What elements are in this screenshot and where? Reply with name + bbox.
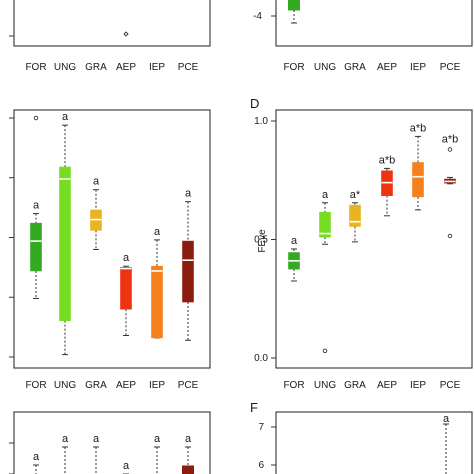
panel-c-significance-for: a [33, 200, 40, 212]
panel-c-frame [13, 109, 211, 369]
panel-c-x-tick-label-aep: AEP [116, 380, 136, 391]
panel-a-x-tick-label-pce: PCE [178, 62, 199, 73]
panel-e-significance-aep: a [123, 460, 130, 472]
panel-a-x-tick-label-iep: IEP [149, 62, 165, 73]
panel-c-significance-ung: a [62, 111, 69, 123]
panel-f-significance: a [443, 413, 450, 425]
panel-f-frame [275, 411, 473, 474]
panel-c-significance-gra: a [93, 176, 100, 188]
panel-a-frame [13, 0, 211, 47]
panel-c-x-tick-label-for: FOR [25, 380, 46, 391]
panel-d-significance-for: a [291, 235, 298, 247]
panel-c-x-tick-label-gra: GRA [85, 380, 107, 391]
panel-e-significance-gra: a [93, 433, 100, 445]
panel-f-y-tick-label-7: 7 [258, 422, 264, 433]
panel-c-ung-box [59, 166, 71, 321]
panel-c-outlier-for [33, 115, 39, 121]
panel-d-y-axis-label: FEve [257, 229, 268, 253]
panel-b-x-tick-label-aep: AEP [377, 62, 397, 73]
panel-c-for-box [30, 222, 42, 272]
panel-a-x-tick-label-gra: GRA [85, 62, 107, 73]
panel-d-outlier-ung-0 [322, 348, 328, 354]
panel-c-iep-box [151, 265, 163, 339]
panel-d-significance-ung: a [322, 189, 329, 201]
panel-c-significance-iep: a [154, 226, 161, 238]
panel-d-y-tick-label: 0.0 [254, 353, 268, 364]
panel-d-x-tick-label-for: FOR [283, 380, 304, 391]
panel-c-aep-box [120, 267, 132, 310]
panel-f-y-tick-label-6: 6 [258, 460, 264, 471]
panel-d-x-tick-label-ung: UNG [314, 380, 336, 391]
panel-e-significance-ung: a [62, 433, 69, 445]
panel-a-outlier-aep [123, 31, 129, 37]
panel-b-x-tick-label-gra: GRA [344, 62, 366, 73]
panel-c-x-tick-label-ung: UNG [54, 380, 76, 391]
panel-d-y-tick-label: 0.5 [254, 235, 268, 246]
panel-b-for-box [288, 0, 300, 11]
panel-d-frame [275, 109, 473, 369]
panel-d-label: D [250, 96, 259, 111]
panel-b-x-tick-label-iep: IEP [410, 62, 426, 73]
panel-e-significance-iep: a [154, 433, 161, 445]
panel-d-significance-iep: a*b [410, 122, 427, 134]
panel-e-significance-for: a [33, 451, 40, 463]
panel-b-x-tick-label-pce: PCE [440, 62, 461, 73]
panel-f-label: F [250, 400, 258, 415]
panel-d-x-tick-label-pce: PCE [440, 380, 461, 391]
panel-b-frame [275, 0, 473, 47]
panel-d-outlier-pce-1 [447, 147, 453, 152]
panel-d-x-tick-label-gra: GRA [344, 380, 366, 391]
panel-d-ung-box [319, 211, 331, 238]
panel-d-x-tick-label-iep: IEP [410, 380, 426, 391]
panel-d-significance-aep: a*b [379, 154, 396, 166]
panel-e-significance-pce: a [185, 433, 192, 445]
panel-c-pce-box [182, 240, 194, 303]
panel-d-x-tick-label-aep: AEP [377, 380, 397, 391]
panel-c-x-tick-label-iep: IEP [149, 380, 165, 391]
panel-c-significance-aep: a [123, 252, 130, 264]
panel-c-significance-pce: a [185, 188, 192, 200]
panel-d-significance-gra: a* [350, 189, 361, 201]
panel-b-y-tick-label: -4 [253, 11, 262, 22]
panel-a-x-tick-label-for: FOR [25, 62, 46, 73]
panel-a-x-tick-label-ung: UNG [54, 62, 76, 73]
panel-d-outlier-pce-2 [447, 233, 453, 239]
panel-d-significance-pce: a*b [442, 133, 459, 145]
panel-d-gra-box [349, 204, 361, 227]
panel-a-x-tick-label-aep: AEP [116, 62, 136, 73]
panel-b-x-tick-label-for: FOR [283, 62, 304, 73]
panel-e-pce-box [182, 465, 194, 474]
chart-marks: a a a a a a FOR UNG GRA AEP IEP PCE a a a* a*b a*b a*b 0.0… [9, 0, 461, 474]
panel-e-frame [13, 411, 211, 474]
panel-b-x-tick-label-ung: UNG [314, 62, 336, 73]
panel-c-x-tick-label-pce: PCE [178, 380, 199, 391]
panel-d-y-tick-label: 1.0 [254, 116, 268, 127]
panel-d-iep-box [412, 162, 424, 198]
